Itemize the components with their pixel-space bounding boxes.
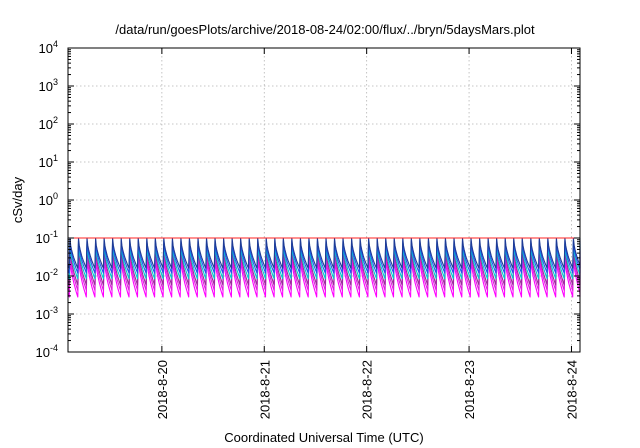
y-tick-label: 101 (39, 153, 58, 170)
y-tick-label: 100 (39, 191, 58, 208)
x-tick-label: 2018-8-20 (155, 360, 170, 419)
x-tick-label: 2018-8-24 (564, 360, 579, 419)
x-tick-labels: 2018-8-20 2018-8-21 2018-8-22 2018-8-23 2018… (155, 360, 580, 419)
series-line-5 (67, 240, 581, 274)
x-tick-label: 2018-8-23 (462, 360, 477, 419)
x-axis-title: Coordinated Universal Time (UTC) (224, 430, 423, 445)
series-line-3 (67, 246, 581, 286)
series-line-2 (67, 250, 581, 291)
y-tick-label: 10-3 (36, 305, 58, 322)
data-series (67, 237, 581, 298)
axis-ticks (68, 47, 580, 353)
y-tick-label: 104 (39, 39, 58, 56)
y-tick-labels: 10-4 10-3 10-2 10-1 100 101 102 103 104 (36, 39, 58, 360)
y-tick-label: 103 (39, 77, 58, 94)
y-tick-label: 10-2 (36, 267, 58, 284)
grid-lines (68, 47, 580, 353)
y-tick-label: 10-1 (36, 229, 58, 246)
y-tick-label: 10-4 (36, 343, 58, 360)
chart-title: /data/run/goesPlots/archive/2018-08-24/0… (115, 22, 535, 37)
y-axis-title: cSv/day (10, 176, 25, 223)
series-line-6 (67, 237, 581, 269)
x-tick-label: 2018-8-21 (257, 360, 272, 419)
series-line-1 (67, 255, 581, 298)
series-line-4 (67, 243, 581, 280)
x-tick-label: 2018-8-22 (360, 360, 375, 419)
y-tick-label: 102 (39, 115, 58, 132)
